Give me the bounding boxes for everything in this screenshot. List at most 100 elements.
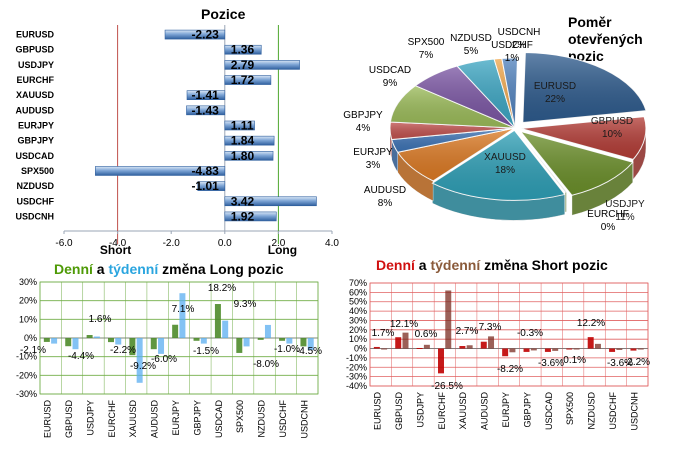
long-daily-bar (108, 338, 114, 343)
short-weekly-bar (402, 332, 409, 349)
long-weekly-bar (179, 293, 186, 338)
pie-slice-label: USDCNH (498, 27, 541, 38)
long-data-label: 7.1% (172, 304, 195, 315)
long-daily-bar (279, 338, 286, 341)
pie-slice-gloss (515, 128, 567, 193)
long-y-tick-label: 10% (19, 314, 37, 324)
long-daily-bar (172, 324, 179, 338)
positions-x-tick-label: -6.0 (55, 238, 73, 249)
long-daily-bar (214, 304, 221, 338)
short-y-tick-label: 0% (354, 344, 367, 354)
position-category-label: XAUUSD (16, 90, 55, 100)
pie-slice-gloss (432, 130, 565, 201)
position-category-label: SPX500 (21, 166, 54, 176)
short-x-tick-label: USDCNH (629, 392, 639, 431)
short-weekly-bar (552, 348, 559, 351)
long-data-label: -8.0% (253, 359, 279, 370)
long-data-label: 1.6% (89, 314, 112, 325)
short-weekly-bar (509, 348, 516, 353)
long-daily-bar (300, 338, 307, 347)
long-y-tick-label: -20% (16, 370, 37, 380)
short-x-tick-label: EURCHF (437, 391, 447, 429)
position-category-label: NZDUSD (17, 181, 55, 191)
position-value-label: -4.83 (191, 164, 219, 178)
position-bar (95, 166, 226, 176)
long-weekly-bar (115, 338, 122, 345)
pie-slice-label: USDCHF (491, 40, 533, 51)
long-weekly-bar (286, 338, 293, 344)
pie-slice-label: XAUUSD (484, 152, 526, 163)
reference-label-short: Short (100, 243, 131, 257)
short-y-tick-label: -20% (346, 362, 367, 372)
long-daily-bar (129, 338, 136, 356)
short-x-tick-label: NZDUSD (587, 392, 597, 430)
position-value-label: 1.11 (231, 119, 254, 133)
pie-slice-percent: 7% (419, 50, 434, 61)
pie-slice-label: EURJPY (353, 147, 393, 158)
short-title-daily: Denní (376, 257, 415, 273)
position-value-label: 2.79 (231, 58, 255, 72)
long-x-tick-label: EURCHF (107, 399, 117, 437)
short-data-label: 7.3% (479, 322, 502, 333)
short-data-label: -0.3% (517, 328, 543, 339)
position-value-label: -2.23 (191, 28, 219, 42)
long-data-label: -6.0% (151, 354, 177, 365)
short-weekly-bar (573, 348, 580, 350)
short-y-tick-label: 30% (349, 315, 367, 325)
position-bar (197, 181, 226, 191)
long-data-label: -2.2% (110, 345, 136, 356)
long-x-tick-label: USDCHF (278, 399, 288, 437)
position-category-label: GBPJPY (17, 136, 54, 146)
long-weekly-bar (200, 338, 207, 344)
positions-title: Pozice (201, 6, 246, 22)
positions-x-tick-label: 4.0 (325, 238, 339, 249)
long-title-rest: změna Long pozic (158, 261, 284, 277)
short-daily-bar (480, 341, 487, 349)
short-title-rest: změna Short pozic (480, 257, 608, 273)
pie-slice-percent: 0% (601, 222, 616, 233)
long-data-label: 18.2% (208, 283, 236, 294)
position-category-label: GBPUSD (15, 45, 54, 55)
short-data-label: -8.2% (497, 364, 523, 375)
long-weekly-bar (243, 338, 250, 347)
pie-slice-side-shade (432, 183, 565, 221)
position-category-label: AUDUSD (15, 105, 54, 115)
position-category-label: EURCHF (17, 75, 55, 85)
pie-slice-label: NZDUSD (450, 33, 492, 44)
short-data-label: -26.5% (431, 381, 463, 392)
short-daily-bar (438, 348, 444, 374)
short-daily-bar (587, 337, 594, 349)
reference-label-long: Long (268, 243, 297, 257)
pie-slice-label: GBPJPY (343, 110, 383, 121)
short-weekly-bar (423, 344, 430, 349)
long-x-tick-label: EURJPY (171, 400, 181, 436)
long-data-label: -1.0% (274, 344, 300, 355)
position-value-label: 1.80 (231, 149, 255, 163)
long-weekly-bar (136, 338, 143, 383)
position-bar (224, 44, 262, 55)
pie-slice-gloss (390, 85, 515, 128)
position-category-label: USDCHF (17, 196, 55, 206)
pie-slice-label: USDCAD (369, 65, 411, 76)
short-x-tick-label: USDJPY (415, 392, 425, 428)
positions-x-tick-label: 2.0 (271, 238, 285, 249)
short-data-label: 1.7% (372, 328, 395, 339)
short-daily-bar (544, 348, 551, 352)
pie-slice-label: AUDUSD (364, 185, 406, 196)
pie-slice-percent: 5% (464, 46, 479, 57)
short-data-label: -2.2% (624, 357, 650, 368)
position-bar (224, 151, 274, 161)
short-x-tick-label: EURUSD (373, 392, 383, 431)
pie-slice-gloss (501, 57, 518, 128)
pie-slice-gloss (520, 131, 633, 196)
position-bar (224, 135, 275, 146)
short-daily-bar (373, 346, 380, 349)
pie-slice-gloss (520, 116, 646, 160)
pie-slice-percent: 3% (366, 160, 381, 171)
long-x-tick-label: SPX500 (235, 400, 245, 433)
short-x-tick-label: USDCAD (544, 392, 554, 431)
long-daily-bar (65, 338, 72, 347)
pie-slice-gloss (457, 58, 515, 128)
positions-x-tick-label: 0.0 (218, 238, 232, 249)
